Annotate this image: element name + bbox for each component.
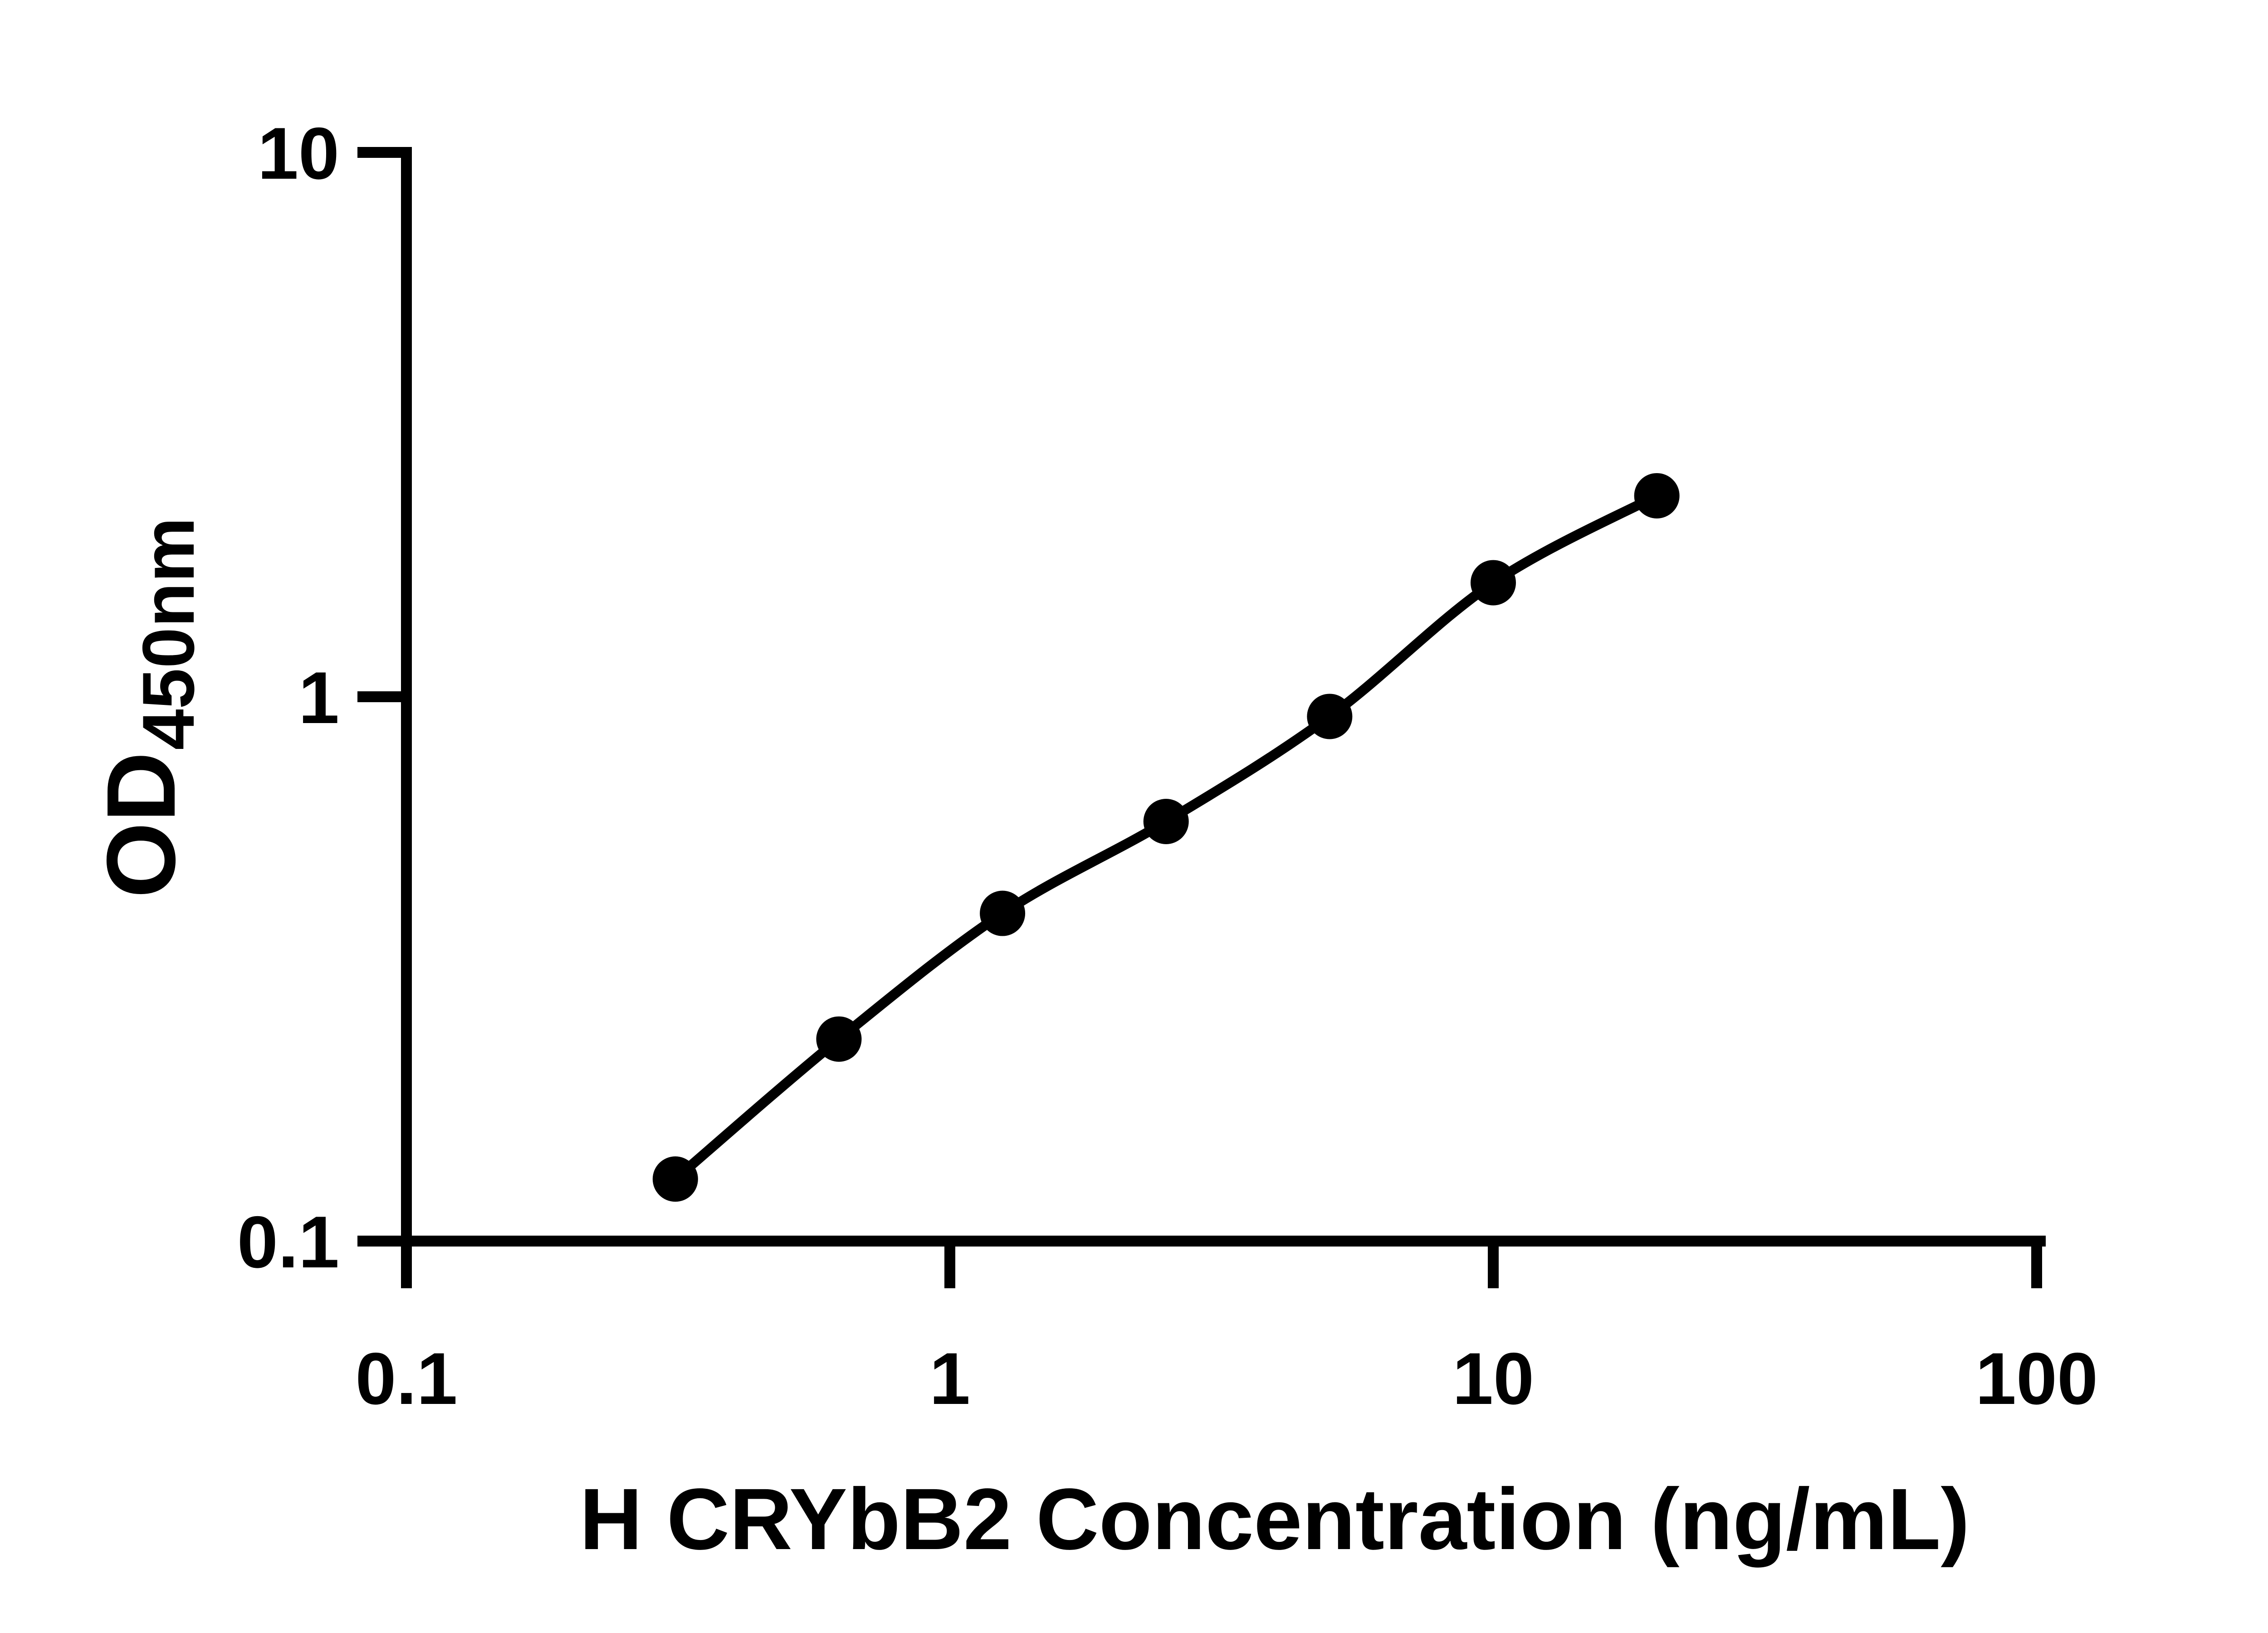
data-point-marker (1307, 694, 1353, 739)
data-point-marker (652, 1156, 698, 1202)
x-axis-tick-label: 0.1 (355, 1338, 457, 1420)
data-point-marker (1634, 473, 1680, 518)
x-axis-tick-label: 10 (1452, 1338, 1534, 1420)
axes-layer (357, 147, 2046, 1288)
y-axis-tick-label: 1 (298, 657, 339, 739)
x-axis-tick-label: 100 (1975, 1338, 2098, 1420)
y-axis-title-main: OD (86, 752, 196, 898)
tick-label-layer: 10 1 0.10.1 1 10 100 (237, 112, 2098, 1420)
y-axis-tick-label: 0.1 (237, 1201, 339, 1283)
y-axis-title: OD 450nm (86, 517, 210, 898)
data-point-marker (1471, 560, 1516, 606)
data-point-marker (1143, 798, 1189, 844)
series-layer (652, 473, 1680, 1202)
data-point-marker (816, 1016, 862, 1062)
y-axis-title-subscript: 450nm (127, 517, 210, 750)
y-axis-tick-label: 10 (258, 112, 339, 195)
x-axis-tick-label: 1 (929, 1338, 970, 1420)
x-axis-title: H CRYbB2 Concentration (ng/mL) (580, 1470, 1970, 1568)
y-axis-title-text: OD 450nm (86, 517, 210, 898)
data-point-marker (980, 890, 1026, 936)
